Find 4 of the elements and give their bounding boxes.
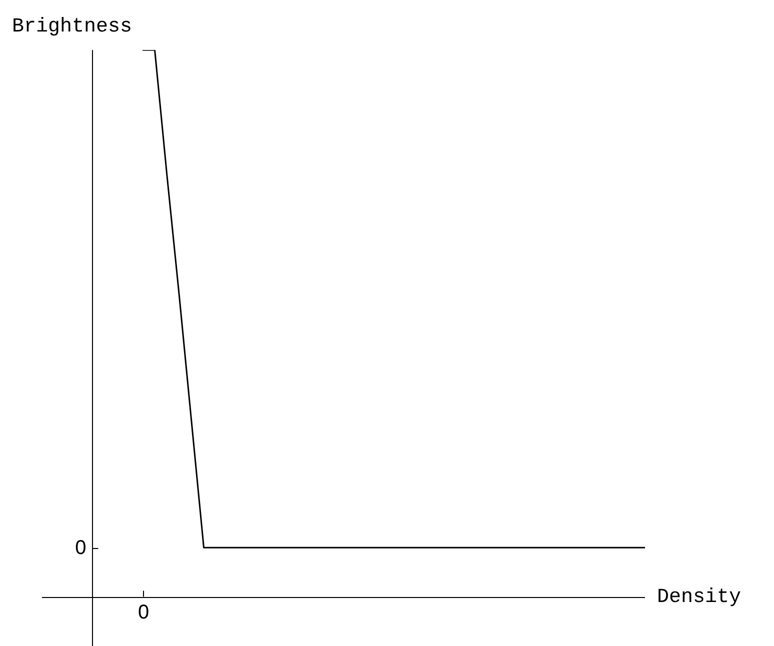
- y-axis-title: Brightness: [12, 15, 132, 38]
- x-axis-title: Density: [657, 586, 742, 610]
- text: 0: [138, 601, 150, 624]
- text: 0: [75, 537, 86, 560]
